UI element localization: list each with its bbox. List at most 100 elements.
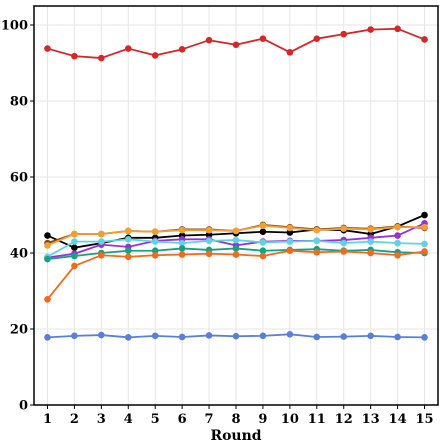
data-point xyxy=(232,245,240,252)
y-tick-label: 100 xyxy=(1,19,28,34)
data-point xyxy=(367,249,374,257)
y-tick-label: 60 xyxy=(10,171,28,186)
data-point xyxy=(151,247,159,255)
data-point xyxy=(259,239,267,246)
data-point xyxy=(421,334,428,341)
data-point xyxy=(340,225,348,232)
data-point xyxy=(394,232,401,239)
data-point xyxy=(44,296,51,303)
series-6 xyxy=(44,236,428,261)
data-point xyxy=(340,333,348,340)
data-point xyxy=(71,332,78,340)
x-tick-label: 14 xyxy=(389,412,407,427)
data-point xyxy=(421,223,428,231)
data-point xyxy=(205,250,213,258)
data-point xyxy=(44,232,51,239)
y-tick-label: 80 xyxy=(10,95,28,110)
data-point xyxy=(205,226,213,234)
series-layer xyxy=(44,25,428,341)
x-tick-label: 7 xyxy=(205,412,214,427)
data-point xyxy=(367,26,374,33)
data-point xyxy=(124,236,132,243)
x-tick-label: 3 xyxy=(97,412,106,427)
data-point xyxy=(71,262,78,270)
data-point xyxy=(340,239,348,247)
data-point xyxy=(205,332,213,339)
series-8 xyxy=(44,247,428,303)
x-tick-label: 12 xyxy=(335,412,353,427)
series-5 xyxy=(44,222,428,249)
data-point xyxy=(205,237,213,245)
data-point xyxy=(232,227,240,235)
grid xyxy=(34,6,438,406)
x-tick-label: 2 xyxy=(70,412,79,427)
data-point xyxy=(178,226,186,234)
data-point xyxy=(313,35,321,42)
data-point xyxy=(232,251,240,258)
data-point xyxy=(394,25,401,33)
x-tick-label: 8 xyxy=(231,412,240,427)
data-point xyxy=(394,251,401,259)
x-tick-label: 5 xyxy=(151,412,160,427)
x-tick-label: 10 xyxy=(281,412,299,427)
data-point xyxy=(394,239,401,247)
data-point xyxy=(98,238,105,245)
x-tick-label: 6 xyxy=(178,412,187,427)
data-point xyxy=(340,30,348,38)
data-point xyxy=(178,251,186,258)
data-point xyxy=(151,228,159,236)
data-point xyxy=(124,45,132,52)
data-point xyxy=(71,238,78,245)
data-point xyxy=(44,45,51,52)
data-point xyxy=(286,331,294,338)
data-point xyxy=(259,222,267,229)
data-point xyxy=(151,238,159,245)
data-point xyxy=(124,227,132,235)
y-tick-label: 40 xyxy=(10,247,28,262)
data-point xyxy=(232,332,240,340)
data-point xyxy=(367,226,374,233)
data-point xyxy=(151,332,159,340)
data-point xyxy=(178,333,186,341)
x-tick-label: 13 xyxy=(362,412,380,427)
data-point xyxy=(421,240,428,248)
data-point xyxy=(98,54,105,62)
data-point xyxy=(313,237,321,245)
data-point xyxy=(232,41,240,49)
data-point xyxy=(259,332,267,340)
data-point xyxy=(71,244,78,251)
data-point xyxy=(98,331,105,339)
x-axis-label: Round xyxy=(210,428,261,444)
data-point xyxy=(151,52,159,59)
x-tick-label: 9 xyxy=(258,412,267,427)
data-point xyxy=(44,242,51,249)
data-point xyxy=(71,52,78,60)
data-point xyxy=(394,223,401,231)
data-point xyxy=(259,228,267,236)
data-point xyxy=(178,239,186,247)
data-point xyxy=(98,251,105,259)
data-point xyxy=(367,332,374,340)
data-point xyxy=(205,231,213,239)
x-tick-label: 11 xyxy=(308,412,326,427)
data-point xyxy=(286,224,294,232)
data-point xyxy=(205,36,213,44)
data-point xyxy=(124,334,132,341)
data-point xyxy=(71,230,78,238)
x-tick-label: 4 xyxy=(124,412,133,427)
data-point xyxy=(286,247,294,255)
data-point xyxy=(178,245,186,252)
x-tick-label: 15 xyxy=(415,412,433,427)
data-point xyxy=(313,248,321,256)
data-point xyxy=(421,248,428,255)
data-point xyxy=(98,230,105,238)
series-9 xyxy=(44,331,428,341)
data-point xyxy=(232,236,240,244)
data-point xyxy=(286,229,294,236)
data-point xyxy=(259,252,267,260)
data-point xyxy=(394,333,401,341)
y-tick-label: 0 xyxy=(19,399,28,414)
series-1 xyxy=(44,25,428,62)
